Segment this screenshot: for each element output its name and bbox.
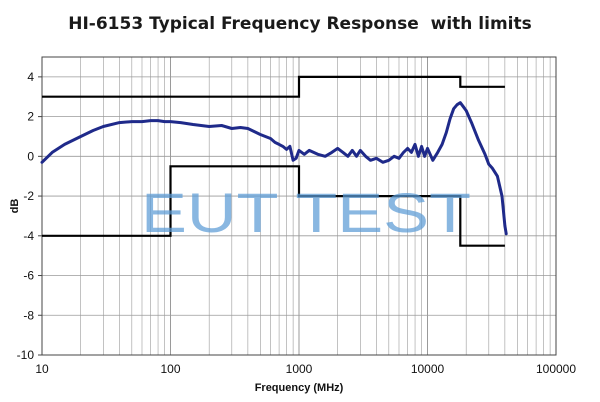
y-tick-label: 2 — [27, 110, 34, 124]
x-axis-label: Frequency (MHz) — [255, 382, 344, 394]
chart-title: HI-6153 Typical Frequency Response with … — [68, 14, 532, 34]
x-tick-labels: 10 100 1000 10000 100000 — [35, 362, 576, 376]
y-tick-label: 4 — [27, 70, 34, 84]
x-tick-label: 100000 — [536, 362, 576, 376]
y-tick-label: -2 — [23, 189, 34, 203]
upper-limit-line — [42, 75, 505, 98]
plot-frame — [41, 56, 557, 356]
x-tick-label: 10 — [35, 362, 49, 376]
y-tick-label: -4 — [23, 229, 34, 243]
y-tick-label: -8 — [23, 308, 34, 322]
response-series — [40, 101, 508, 236]
lower-limit-line — [42, 165, 505, 247]
y-tick-labels: -10 -8 -6 -4 -2 0 2 4 — [17, 70, 35, 362]
y-axis-label: dB — [9, 199, 21, 214]
watermark-text: EUT TEST — [141, 181, 471, 244]
watermark: EUT TEST — [141, 181, 471, 244]
y-tick-label: -6 — [23, 269, 34, 283]
limit-lines — [42, 75, 505, 247]
response-line — [40, 101, 508, 236]
x-tick-label: 100 — [160, 362, 180, 376]
y-tick-label: 0 — [27, 149, 34, 163]
y-tick-label: -10 — [17, 348, 35, 362]
x-tick-label: 1000 — [286, 362, 313, 376]
x-tick-label: 10000 — [411, 362, 445, 376]
